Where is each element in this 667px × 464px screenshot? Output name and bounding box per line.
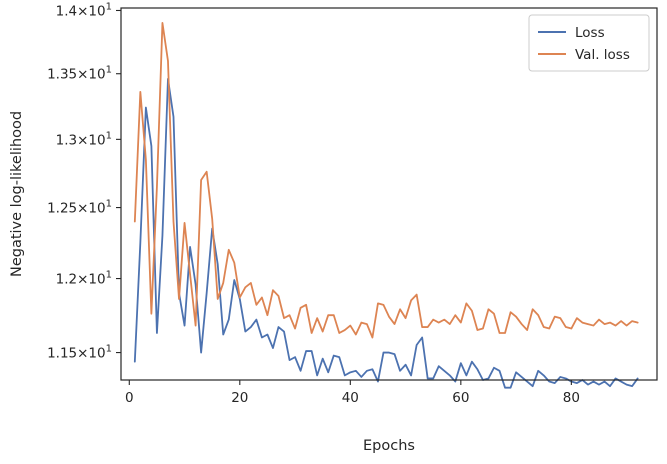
y-tick-label: 1.15×101 xyxy=(47,344,112,362)
series-line-0 xyxy=(133,77,639,389)
series-line-1 xyxy=(133,22,639,339)
y-tick-base: ×10 xyxy=(77,132,106,148)
y-tick-base: ×10 xyxy=(77,201,106,217)
x-axis-label: Epochs xyxy=(363,438,415,454)
y-tick-mantissa: 1.15 xyxy=(47,346,77,362)
y-tick-exponent: 1 xyxy=(106,270,112,281)
y-tick-base: ×10 xyxy=(77,346,106,362)
plot-frame xyxy=(120,7,658,381)
y-tick-exponent: 1 xyxy=(106,65,112,76)
y-tick-base: ×10 xyxy=(77,3,106,19)
y-tick-label: 1.2×101 xyxy=(56,270,112,288)
x-tick-label: 0 xyxy=(125,390,134,406)
legend-label: Loss xyxy=(575,25,605,41)
x-tick-label: 60 xyxy=(452,390,469,406)
y-tick-mantissa: 1.35 xyxy=(47,67,77,83)
x-tick-label: 80 xyxy=(563,390,580,406)
x-tick-label: 20 xyxy=(231,390,248,406)
legend: Loss Val. loss xyxy=(528,14,650,72)
legend-label: Val. loss xyxy=(575,47,630,63)
x-tick-label: 40 xyxy=(342,390,359,406)
y-tick-label: 1.3×101 xyxy=(56,130,112,148)
y-tick-base: ×10 xyxy=(77,67,106,83)
y-tick-base: ×10 xyxy=(77,272,106,288)
y-tick-mantissa: 1.4 xyxy=(56,3,77,19)
y-tick-label: 1.4×101 xyxy=(56,1,112,19)
y-tick-exponent: 1 xyxy=(106,130,112,141)
y-tick-mantissa: 1.3 xyxy=(56,132,77,148)
y-axis-label: Negative log-likelihood xyxy=(9,111,25,277)
y-tick-mantissa: 1.2 xyxy=(56,272,77,288)
y-tick-mantissa: 1.25 xyxy=(47,201,77,217)
y-tick-exponent: 1 xyxy=(106,199,112,210)
series-layer xyxy=(133,22,639,389)
y-tick-label: 1.25×101 xyxy=(47,199,112,217)
y-tick-exponent: 1 xyxy=(106,1,112,12)
y-axis-ticks: 1.15×1011.2×1011.25×1011.3×1011.35×1011.… xyxy=(47,1,121,362)
legend-box xyxy=(528,14,650,72)
y-tick-exponent: 1 xyxy=(106,344,112,355)
y-tick-label: 1.35×101 xyxy=(47,65,112,83)
x-axis-ticks: 0 20 40 60 80 xyxy=(125,380,580,406)
